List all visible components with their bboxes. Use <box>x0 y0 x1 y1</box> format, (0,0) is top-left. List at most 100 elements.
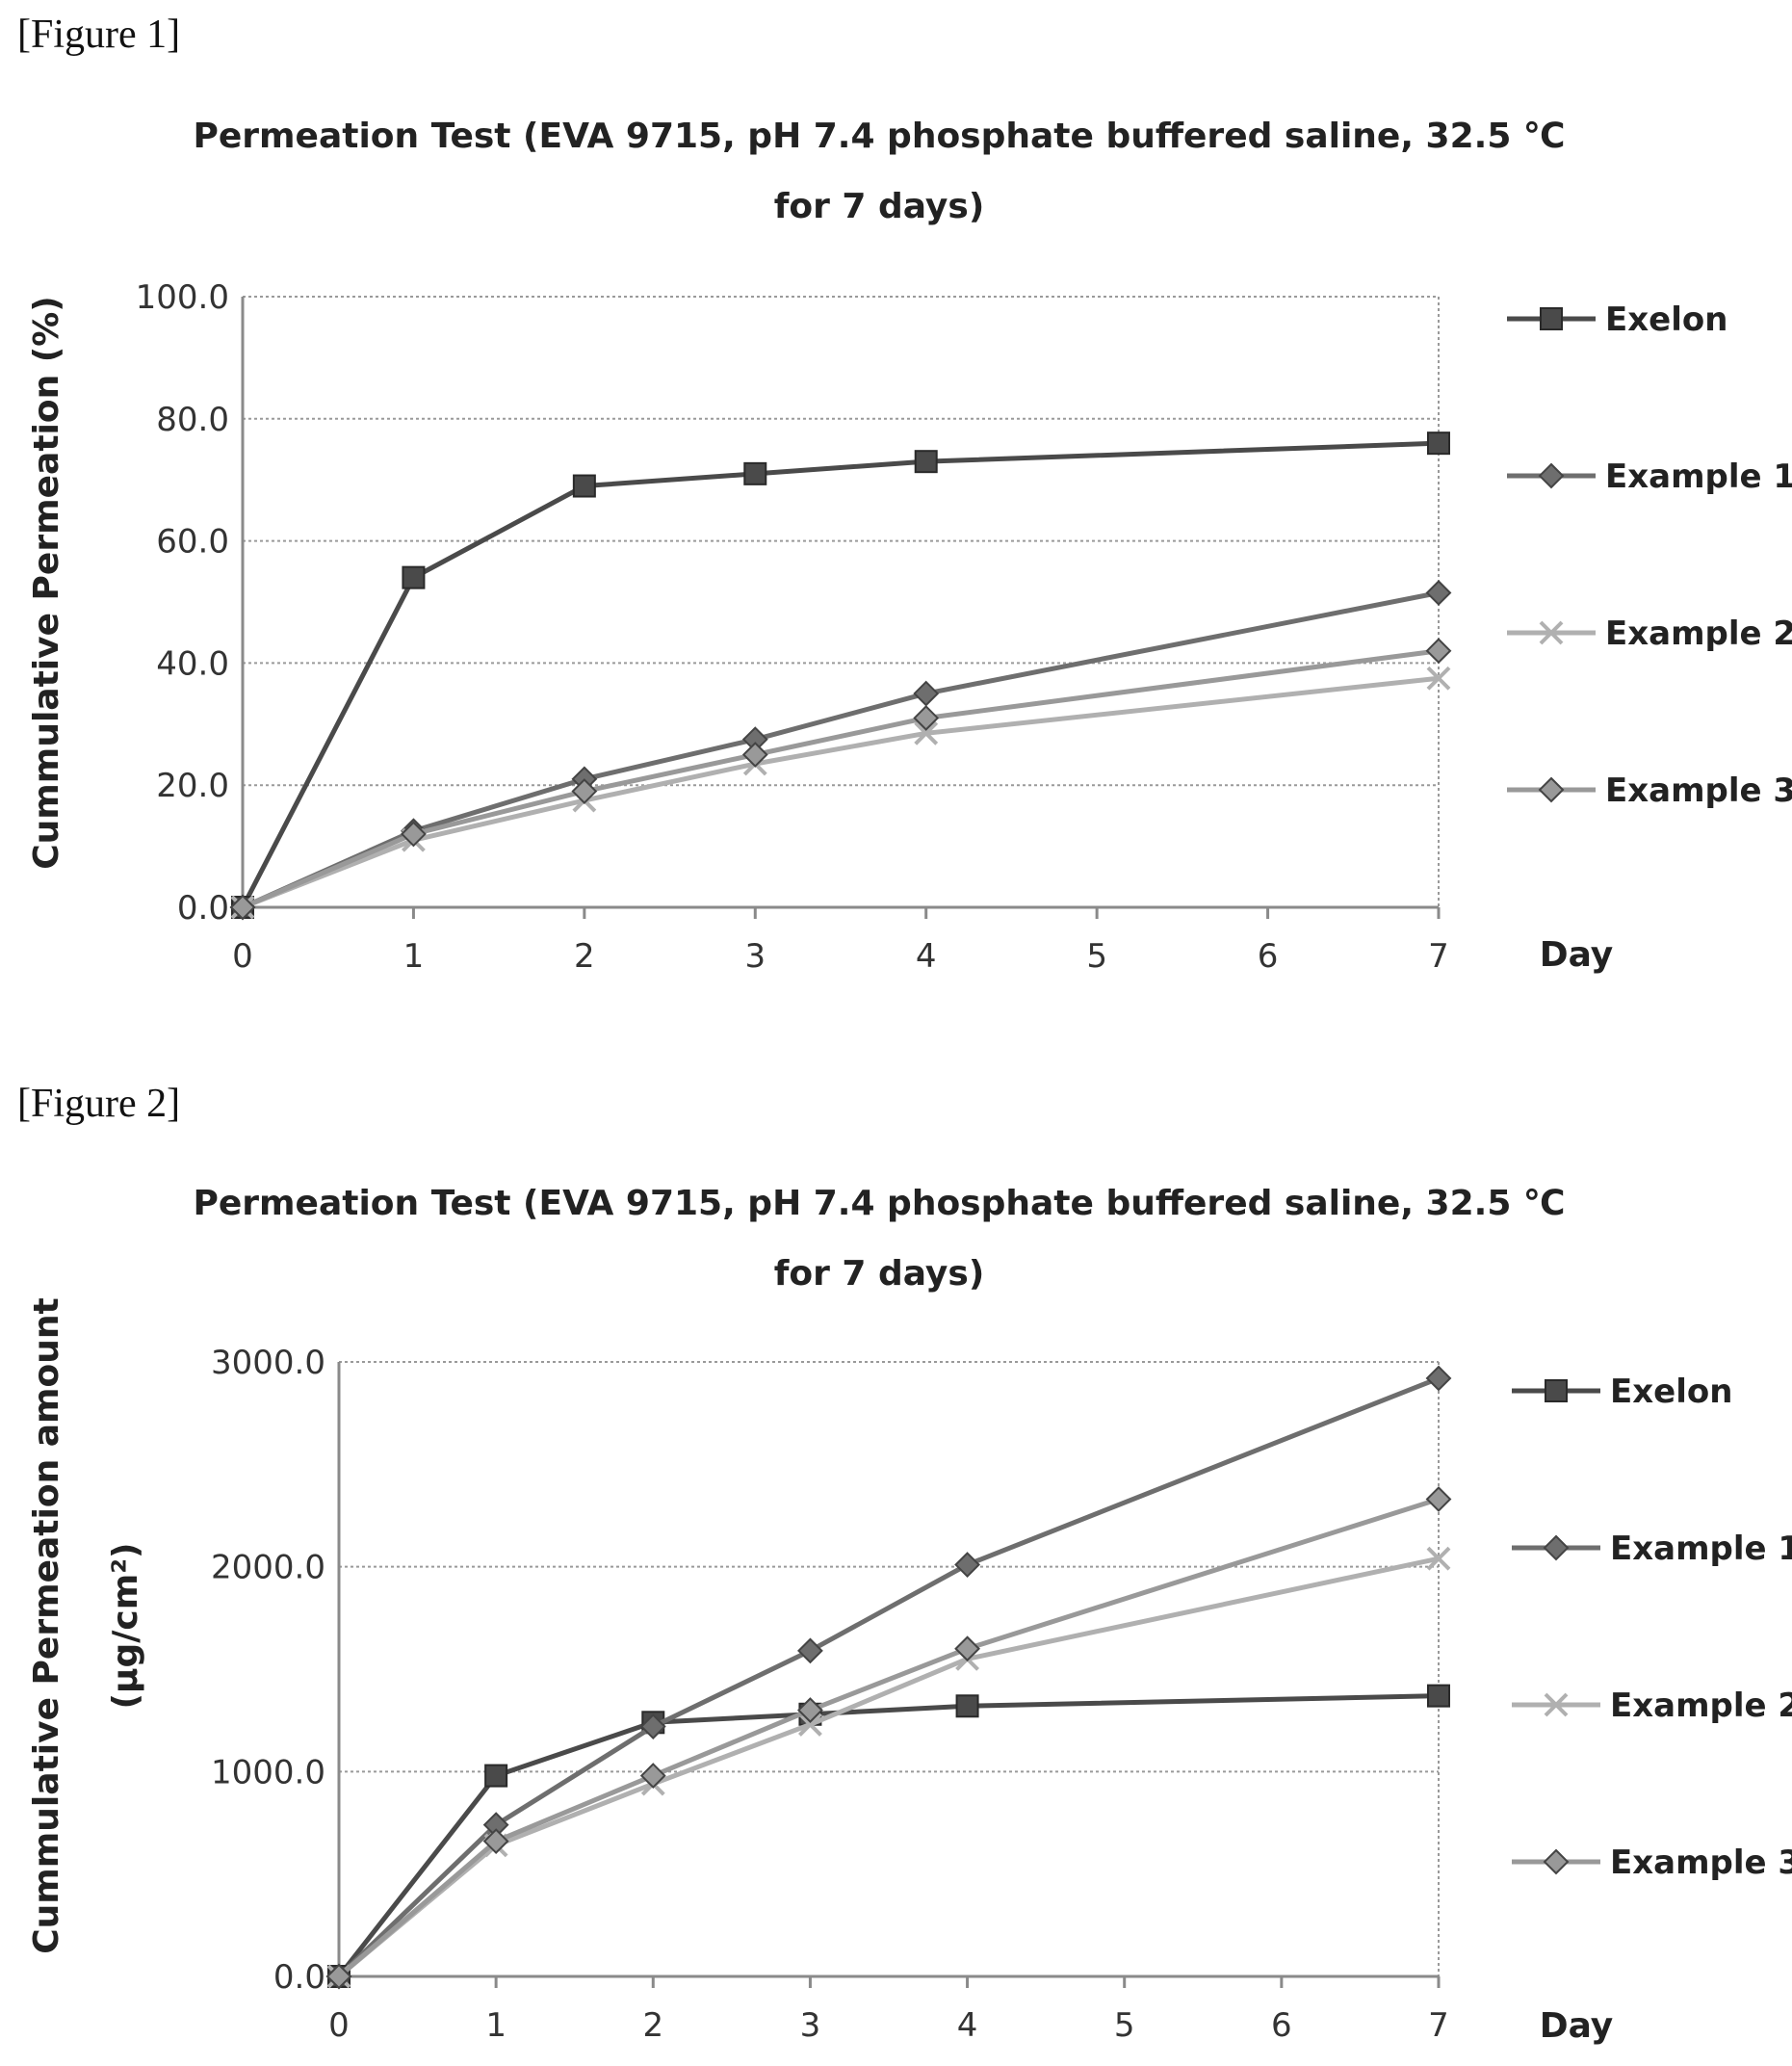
data-point <box>954 1552 980 1578</box>
data-point <box>402 565 426 589</box>
y-tick-label: 3000.0 <box>211 1344 325 1382</box>
data-point <box>743 461 767 485</box>
data-point <box>1427 432 1450 456</box>
series-line <box>337 1497 1440 1978</box>
y-tick-label: 100.0 <box>136 278 229 317</box>
x-tick-label: 5 <box>1114 2006 1135 2045</box>
data-point <box>571 778 598 804</box>
legend-entry: Example 2 <box>1512 1687 1792 1725</box>
series-line <box>242 648 1440 910</box>
y-tick-label: 80.0 <box>156 401 229 439</box>
data-point <box>1425 1486 1452 1512</box>
chart-figure-2: Permeation Test (EVA 9715, pH 7.4 phosph… <box>27 1184 1792 2046</box>
data-point <box>913 680 940 707</box>
data-point <box>955 1694 979 1718</box>
series-line <box>337 1693 1440 1978</box>
legend-entry: Example 3 <box>1512 1844 1792 1882</box>
series-line <box>337 1375 1440 1978</box>
chart-figure-1: Permeation Test (EVA 9715, pH 7.4 phosph… <box>27 117 1792 976</box>
legend-swatch-marker <box>1545 1379 1568 1402</box>
y-tick-label: 0.0 <box>273 1958 325 1997</box>
y-axis-title: (μg/cm²) <box>106 1543 145 1710</box>
x-tick-label: 7 <box>1428 2006 1449 2045</box>
y-axis-title: Cummulative Permeation (%) <box>27 296 66 870</box>
x-axis-title: Day <box>1540 2006 1614 2046</box>
legend-swatch-marker <box>1543 1848 1570 1875</box>
data-point <box>1426 666 1451 691</box>
x-tick-label: 1 <box>403 937 425 976</box>
x-tick-label: 1 <box>485 2006 506 2045</box>
legend-label: Exelon <box>1605 301 1727 339</box>
chart-title-line: for 7 days) <box>774 1254 985 1294</box>
legend-label: Example 1 <box>1605 458 1792 496</box>
legend-label: Example 3 <box>1610 1844 1792 1882</box>
x-tick-label: 6 <box>1258 937 1279 976</box>
y-tick-label: 1000.0 <box>211 1753 325 1791</box>
legend-entry: Exelon <box>1507 301 1727 339</box>
legend-swatch-marker <box>1540 307 1563 330</box>
x-axis-title: Day <box>1540 935 1614 975</box>
x-tick-label: 3 <box>744 937 766 976</box>
legend-label: Example 1 <box>1610 1530 1792 1568</box>
data-point <box>401 821 427 848</box>
data-point <box>913 705 940 731</box>
data-point <box>1427 1684 1450 1708</box>
data-point <box>229 894 256 921</box>
chart-title-line: Permeation Test (EVA 9715, pH 7.4 phosph… <box>193 1184 1565 1223</box>
legend-label: Example 2 <box>1610 1687 1792 1725</box>
data-point <box>798 1713 822 1737</box>
legend-entry: Example 3 <box>1507 771 1792 810</box>
legend-swatch-marker <box>1543 1534 1570 1561</box>
data-point <box>482 1828 509 1855</box>
data-point <box>954 1635 980 1662</box>
y-tick-label: 2000.0 <box>211 1549 325 1587</box>
x-tick-label: 3 <box>800 2006 821 2045</box>
data-point <box>1425 1365 1452 1392</box>
data-point <box>639 1763 666 1790</box>
series-example-3 <box>325 1486 1452 1990</box>
legend-swatch-marker <box>1539 620 1564 645</box>
y-axis-title: Cummulative Permeation amount <box>27 1297 66 1954</box>
series-example-3 <box>229 638 1452 921</box>
x-tick-label: 0 <box>232 937 253 976</box>
figure-2-label: [Figure 2] <box>17 1082 181 1126</box>
legend-label: Example 3 <box>1605 771 1792 810</box>
legend-swatch-marker <box>1538 776 1565 803</box>
x-tick-label: 4 <box>957 2006 978 2045</box>
data-point <box>741 742 768 768</box>
figure-1-label: [Figure 1] <box>17 13 181 57</box>
legend-label: Example 2 <box>1605 615 1792 653</box>
legend-swatch-marker <box>1544 1692 1569 1717</box>
x-tick-label: 5 <box>1086 937 1107 976</box>
legend-swatch-marker <box>1538 462 1565 489</box>
series-example-2 <box>230 666 1451 920</box>
series-line <box>242 675 1440 910</box>
y-tick-label: 60.0 <box>156 523 229 562</box>
data-point <box>1425 638 1452 665</box>
data-point <box>914 450 938 474</box>
y-tick-label: 40.0 <box>156 644 229 683</box>
legend-entry: Example 2 <box>1507 615 1792 653</box>
data-point <box>797 1637 823 1664</box>
legend-label: Exelon <box>1610 1373 1732 1411</box>
y-tick-label: 20.0 <box>156 767 229 805</box>
data-point <box>484 1764 508 1788</box>
x-tick-label: 2 <box>642 2006 663 2045</box>
y-tick-label: 0.0 <box>177 889 229 928</box>
data-point <box>639 1713 666 1739</box>
series-line <box>337 1556 1440 1978</box>
data-point <box>325 1963 352 1990</box>
data-point <box>914 720 939 745</box>
legend-entry: Example 1 <box>1512 1530 1792 1568</box>
x-tick-label: 7 <box>1428 937 1449 976</box>
x-tick-label: 6 <box>1271 2006 1292 2045</box>
legend-entry: Exelon <box>1512 1373 1732 1411</box>
chart-title-line: for 7 days) <box>774 187 985 226</box>
x-tick-label: 4 <box>916 937 937 976</box>
data-point <box>572 474 596 498</box>
data-point <box>797 1697 823 1723</box>
data-point <box>1425 580 1452 606</box>
x-tick-label: 2 <box>574 937 595 976</box>
legend-entry: Example 1 <box>1507 458 1792 496</box>
data-point <box>1426 1546 1451 1571</box>
